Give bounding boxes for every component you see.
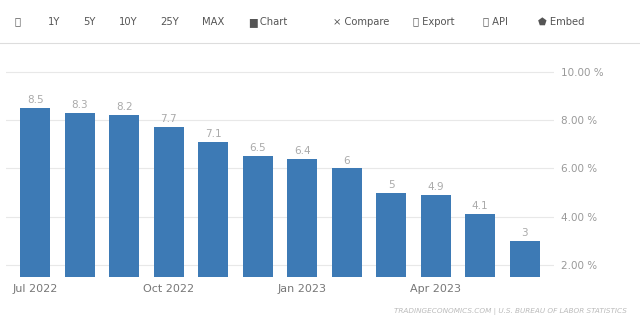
Bar (376, 193, 406, 314)
Text: ⬞ API: ⬞ API (483, 17, 508, 27)
Text: 8.2: 8.2 (116, 102, 132, 112)
Bar (198, 142, 228, 314)
Text: TRADINGECONOMICS.COM | U.S. BUREAU OF LABOR STATISTICS: TRADINGECONOMICS.COM | U.S. BUREAU OF LA… (394, 308, 627, 315)
Text: 25Y: 25Y (160, 17, 179, 27)
Bar (154, 127, 184, 314)
Bar (65, 113, 95, 314)
Text: 5Y: 5Y (83, 17, 95, 27)
Bar (287, 159, 317, 314)
Bar (509, 241, 540, 314)
Bar (243, 156, 273, 314)
Text: ⨯ Compare: ⨯ Compare (333, 17, 389, 27)
Text: 8.5: 8.5 (27, 95, 44, 105)
Text: 3: 3 (522, 228, 528, 238)
Text: ▇ Chart: ▇ Chart (250, 16, 288, 27)
Text: 8.3: 8.3 (72, 100, 88, 110)
Text: 1Y: 1Y (48, 17, 60, 27)
Bar (20, 108, 51, 314)
Text: 7.1: 7.1 (205, 129, 221, 139)
Text: 7.7: 7.7 (161, 114, 177, 124)
Bar (420, 195, 451, 314)
Text: 6.5: 6.5 (250, 143, 266, 154)
Text: ⤓ Export: ⤓ Export (413, 17, 454, 27)
Text: ⬟ Embed: ⬟ Embed (538, 17, 584, 27)
Text: 10Y: 10Y (118, 17, 137, 27)
Text: MAX: MAX (202, 17, 224, 27)
Text: 5: 5 (388, 180, 394, 190)
Bar (109, 115, 140, 314)
Bar (332, 168, 362, 314)
Text: 4.1: 4.1 (472, 201, 488, 212)
Text: ⧃: ⧃ (14, 17, 20, 27)
Text: 6.4: 6.4 (294, 146, 310, 156)
Text: 4.9: 4.9 (428, 182, 444, 192)
Text: 6: 6 (344, 155, 350, 166)
Bar (465, 214, 495, 314)
